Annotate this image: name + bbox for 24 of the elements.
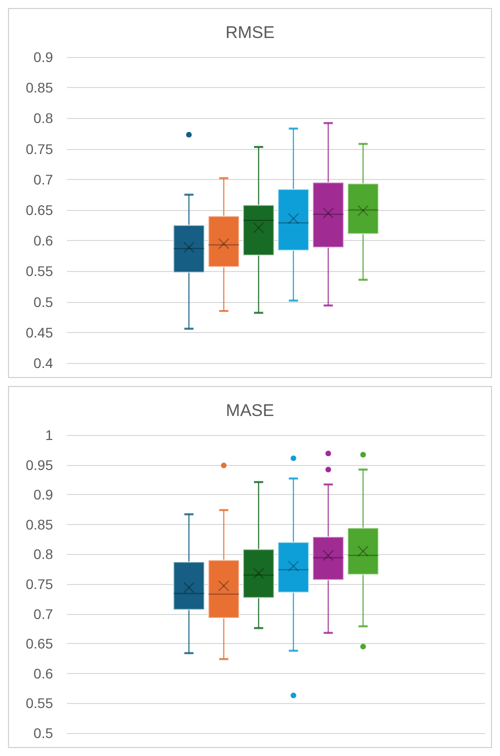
y-tick-label: 0.8 [34, 110, 54, 126]
chart-title: MASE [226, 401, 274, 420]
y-tick-label: 0.75 [26, 140, 54, 157]
y-tick-label: 0.8 [34, 546, 54, 562]
y-tick-label: 0.4 [34, 355, 54, 371]
y-tick-label: 0.9 [34, 486, 54, 503]
y-tick-label: 0.5 [34, 294, 54, 310]
y-tick-label: 0.65 [26, 636, 54, 652]
y-tick-label: 0.5 [34, 725, 54, 741]
y-tick-label: 1 [45, 427, 54, 443]
y-tick-label: 0.6 [34, 232, 54, 249]
y-tick-label: 0.65 [26, 202, 54, 218]
y-tick-label: 0.55 [26, 263, 54, 280]
chart-title: RMSE [225, 23, 275, 42]
y-tick-label: 0.95 [26, 456, 54, 473]
y-tick-label: 0.7 [34, 606, 54, 622]
y-tick-label: 0.75 [26, 576, 54, 592]
y-tick-label: 0.7 [34, 171, 54, 188]
y-tick-label: 0.6 [34, 665, 54, 682]
y-tick-label: 0.9 [34, 49, 54, 65]
y-tick-label: 0.55 [26, 695, 54, 712]
y-tick-label: 0.85 [26, 80, 54, 96]
y-tick-label: 0.85 [26, 516, 54, 532]
y-tick-label: 0.45 [26, 324, 54, 340]
